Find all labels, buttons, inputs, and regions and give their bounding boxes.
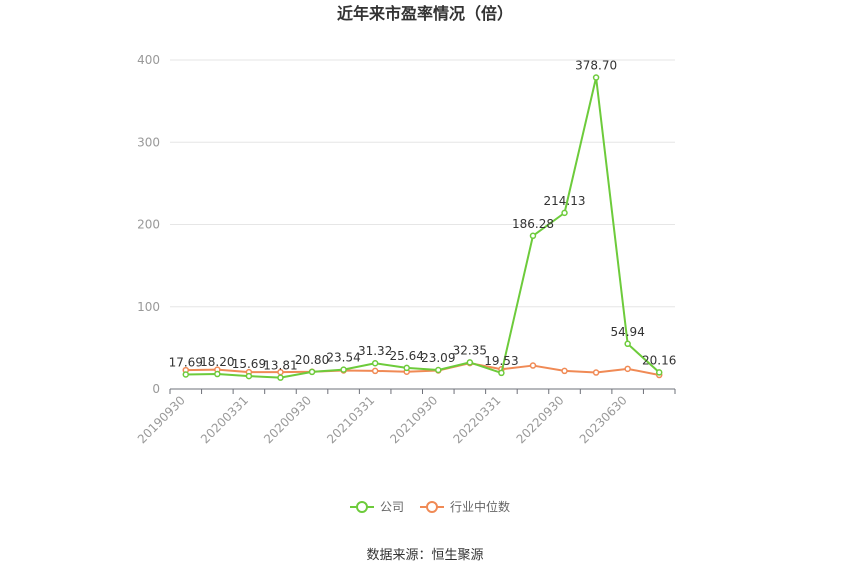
data-label: 20.16 <box>642 353 676 367</box>
x-tick-label: 20190930 <box>135 393 188 446</box>
series-line-f08a55 <box>185 362 660 376</box>
data-point <box>435 366 442 374</box>
data-label: 186.28 <box>512 217 554 231</box>
data-point <box>561 367 568 375</box>
legend-item[interactable]: 行业中位数 <box>420 499 510 514</box>
x-axis: 20190930 20200331 20200930 20210331 20210930… <box>135 388 676 446</box>
legend-label: 行业中位数 <box>450 499 510 514</box>
data-point <box>308 368 316 376</box>
series-layer <box>182 74 663 381</box>
data-label: 17.69 <box>169 355 203 369</box>
data-label: 23.54 <box>326 351 360 365</box>
data-labels: 17.6918.2015.6913.8120.8023.5431.3225.64… <box>169 59 677 373</box>
data-label: 19.53 <box>484 354 518 368</box>
y-tick-label: 100 <box>137 300 160 314</box>
data-label: 20.80 <box>295 353 329 367</box>
series-line-6dcb3b <box>185 76 660 379</box>
data-label: 378.70 <box>575 59 617 73</box>
data-point <box>340 366 347 373</box>
y-tick-label: 200 <box>137 218 160 232</box>
y-tick-label: 300 <box>137 135 160 149</box>
data-point <box>245 372 253 380</box>
data-point <box>592 74 600 81</box>
data-label: 15.69 <box>232 357 266 371</box>
x-tick-label: 20200331 <box>198 393 251 446</box>
data-point <box>624 365 631 373</box>
data-point <box>561 209 568 217</box>
data-point <box>592 369 600 376</box>
data-label: 18.20 <box>200 355 234 369</box>
data-label: 214.13 <box>544 194 586 208</box>
y-tick-label: 0 <box>152 382 160 396</box>
data-label: 13.81 <box>263 359 297 373</box>
data-label: 32.35 <box>453 343 487 357</box>
x-tick-label: 20220930 <box>514 393 567 446</box>
data-point <box>624 340 631 348</box>
data-label: 23.09 <box>421 351 455 365</box>
grid <box>170 59 675 308</box>
data-point <box>214 370 221 378</box>
data-point <box>371 367 379 375</box>
data-label: 54.94 <box>610 325 644 339</box>
legend-marker <box>426 501 438 513</box>
data-point <box>466 359 474 366</box>
chart-title: 近年来市盈率情况（倍） <box>337 4 513 23</box>
legend-marker <box>356 501 368 513</box>
data-point <box>655 369 663 376</box>
legend-item[interactable]: 公司 <box>350 500 404 514</box>
y-axis-ticks: 0 100 200 300 400 <box>137 53 160 396</box>
x-tick-label: 20210930 <box>387 393 440 446</box>
data-point <box>371 359 379 367</box>
data-label: 31.32 <box>358 344 392 358</box>
y-tick-label: 400 <box>137 53 160 67</box>
legend[interactable]: 公司 行业中位数 <box>350 499 510 514</box>
data-point <box>277 374 284 381</box>
data-point <box>403 364 410 372</box>
x-tick-label: 20230630 <box>577 393 630 446</box>
data-point <box>498 369 505 377</box>
x-tick-label: 20220331 <box>450 393 503 446</box>
source-note: 数据来源：恒生聚源 <box>366 548 483 563</box>
data-point <box>182 371 190 378</box>
data-point <box>529 232 537 240</box>
legend-label: 公司 <box>380 500 404 514</box>
data-label: 25.64 <box>390 349 424 363</box>
x-tick-label: 20210331 <box>324 393 377 446</box>
x-tick-label: 20200930 <box>261 393 314 446</box>
data-point <box>529 362 537 369</box>
